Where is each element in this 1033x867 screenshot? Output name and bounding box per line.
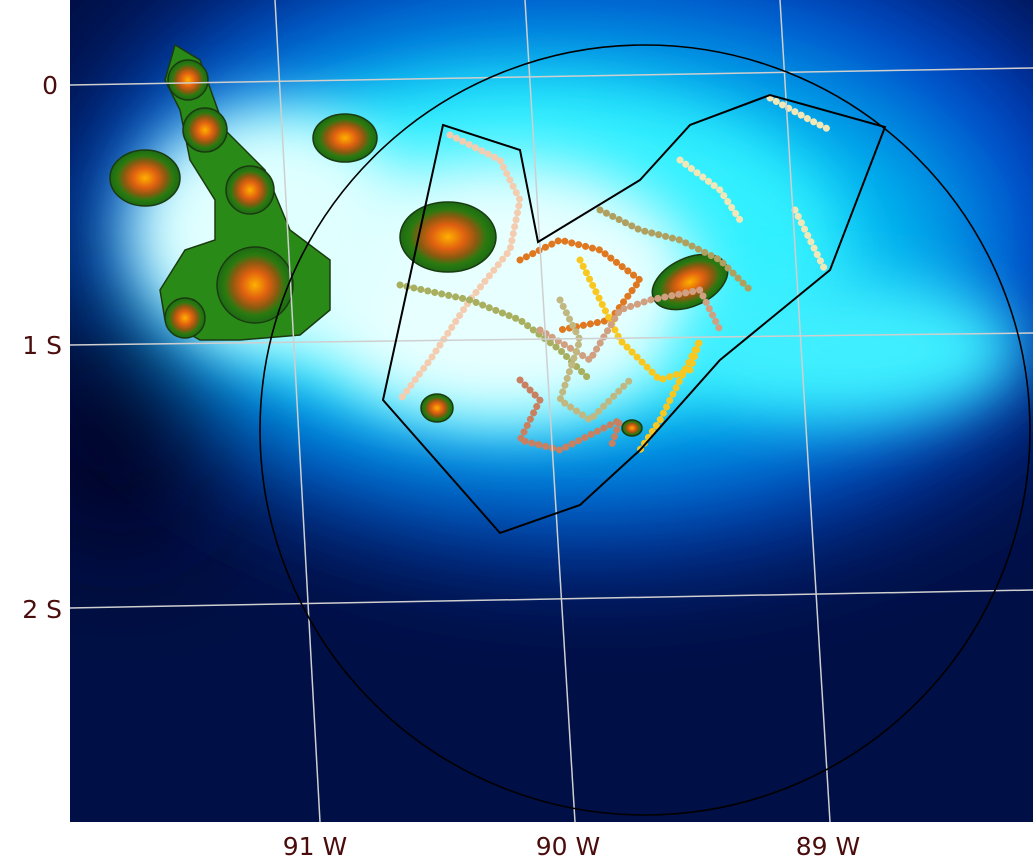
lon-label: 91 W xyxy=(283,832,347,861)
lon-label: 89 W xyxy=(796,832,860,861)
lat-label: 2 S xyxy=(22,595,62,624)
lat-label: 1 S xyxy=(22,331,62,360)
map-area xyxy=(30,0,1033,822)
lon-labels: 91 W 90 W 89 W xyxy=(283,832,860,861)
lon-label: 90 W xyxy=(536,832,600,861)
lat-label: 0 xyxy=(42,71,58,100)
lat-labels: 0 1 S 2 S xyxy=(22,71,62,624)
map-figure: 0 1 S 2 S 91 W 90 W 89 W xyxy=(0,0,1033,867)
